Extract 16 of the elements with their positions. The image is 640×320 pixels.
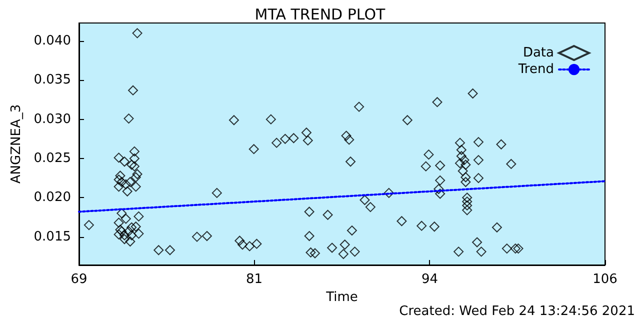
y-tick-label: 0.020 — [34, 190, 71, 206]
y-axis-title: ANGZNEA_3 — [8, 104, 24, 184]
y-tick-label: 0.025 — [34, 150, 71, 166]
y-tick-label: 0.035 — [34, 72, 71, 88]
y-tick-label: 0.030 — [34, 112, 71, 127]
x-tick-label: 94 — [421, 272, 438, 287]
x-axis-title: Time — [325, 290, 358, 305]
legend-label: Data — [522, 46, 554, 60]
legend-label: Trend — [517, 62, 554, 77]
y-tick-label: 0.040 — [34, 34, 71, 49]
chart-title: MTA TREND PLOT — [254, 6, 386, 24]
y-tick-label: 0.015 — [34, 229, 71, 244]
x-tick-label: 69 — [70, 272, 88, 287]
x-tick-label: 81 — [246, 272, 263, 287]
x-tick-label: 106 — [592, 272, 618, 287]
text: Created: Wed Feb 24 13:24:56 2021 — [399, 304, 636, 319]
